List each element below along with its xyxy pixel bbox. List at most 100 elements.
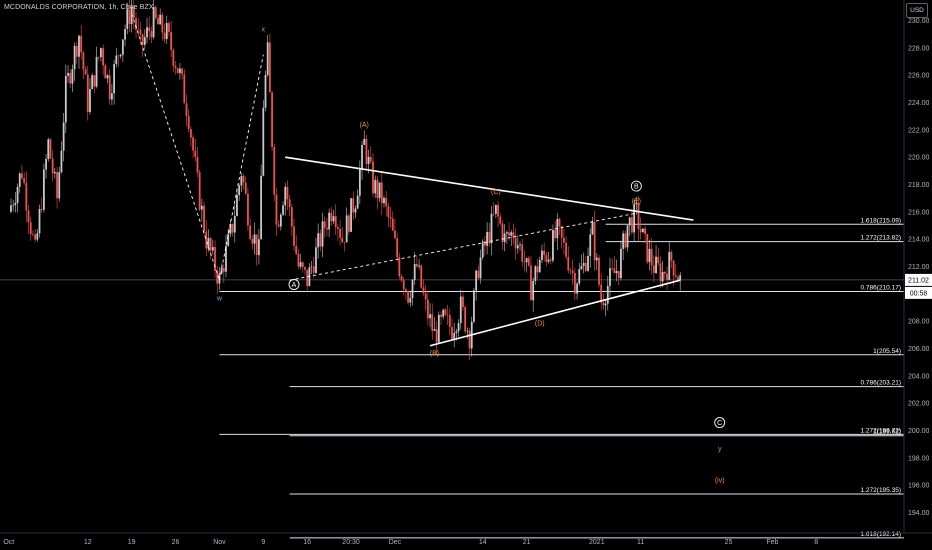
candle-body: [462, 296, 464, 308]
candle-body: [422, 287, 425, 294]
candle-body: [560, 226, 563, 238]
candle-body: [510, 232, 513, 236]
candle-body: [249, 225, 252, 240]
time-tick-label: 2021: [589, 539, 605, 546]
candle-body: [481, 241, 484, 258]
candle-body: [339, 228, 341, 238]
candle-body: [670, 251, 673, 261]
candle-body: [21, 173, 23, 179]
candle-body: [139, 29, 142, 35]
candle-body: [380, 182, 383, 204]
candle-body: [321, 221, 324, 247]
wave-label: (iv): [715, 477, 725, 484]
price-axis[interactable]: 194.00 196.00 198.00 200.00 202.00 204.00 206.…: [908, 18, 930, 517]
candle-body: [486, 231, 489, 246]
candle-body: [545, 255, 548, 262]
candle-body: [64, 76, 67, 123]
candle-body: [435, 329, 438, 343]
candle-body: [639, 229, 642, 233]
price-tick-label: 206.00: [908, 346, 930, 353]
candle-body: [413, 264, 416, 280]
candle-body: [161, 14, 164, 33]
candle-body: [262, 107, 265, 176]
wave-label: C: [717, 420, 722, 427]
candle-body: [93, 75, 96, 87]
candle-body: [356, 195, 359, 209]
candle-body: [451, 327, 453, 340]
candle-body: [584, 262, 587, 271]
candle-body: [25, 182, 28, 211]
candle-body: [448, 315, 451, 328]
candle-body: [385, 197, 388, 207]
candle-body: [203, 205, 205, 232]
candle-body: [361, 144, 363, 170]
wave-label: B: [634, 184, 639, 191]
candle-body: [304, 267, 306, 270]
countdown-value: 00:58: [910, 290, 928, 297]
candle-body: [135, 18, 137, 30]
candle-body: [214, 247, 216, 271]
candle-body: [521, 244, 524, 262]
candle-body: [200, 205, 203, 210]
candle-body: [501, 223, 504, 243]
candle-body: [523, 261, 526, 263]
candle-body: [600, 284, 603, 303]
candle-body: [150, 31, 153, 38]
currency-button[interactable]: USD: [906, 3, 928, 18]
candle-body: [565, 242, 567, 257]
candle-body: [247, 193, 249, 226]
wave-label-circle: [288, 279, 300, 290]
candle-body: [97, 57, 100, 58]
time-tick-label: 26: [172, 539, 180, 546]
fib-level-label: 1.618(215.09): [861, 217, 901, 224]
time-axis[interactable]: Oct 12 19 26 Nov 9 16 20:30 Dec 14 21 2021 11 25 Feb 8: [3, 539, 818, 546]
wave-labels-layer: w x A (A) (B) (C) (D) (E) B Cy (iv): [216, 26, 726, 484]
time-tick-label: 12: [84, 539, 92, 546]
candle-body: [266, 42, 269, 76]
candle-body: [396, 238, 399, 258]
candle-body: [411, 279, 414, 299]
candle-body: [75, 45, 78, 57]
candle-body: [172, 50, 175, 67]
candle-body: [53, 172, 56, 174]
candle-body: [332, 216, 335, 222]
candle-body: [402, 280, 405, 290]
candle-body: [157, 17, 159, 25]
candle-body: [549, 259, 552, 261]
candle-body: [233, 216, 236, 233]
countdown-badge: [905, 286, 932, 299]
candle-body: [82, 52, 85, 70]
candle-body: [492, 213, 495, 215]
wave-label: (C): [491, 189, 501, 196]
time-tick-label: 16: [303, 539, 311, 546]
candle-body: [394, 230, 396, 239]
candle-body: [617, 271, 620, 279]
candle-body: [604, 303, 607, 306]
candle-body: [547, 259, 550, 262]
candle-body: [400, 276, 403, 281]
candle-body: [641, 228, 644, 233]
candle-body: [589, 234, 592, 257]
candle-body: [104, 65, 107, 79]
candle-body: [512, 232, 515, 239]
candle-body: [115, 55, 118, 65]
candle-body: [652, 265, 655, 274]
candle-body: [124, 28, 126, 40]
candle-body: [106, 75, 109, 79]
fib-levels-layer: 1.618(215.09) 1.272(213.82) 0.786(210.17) 1…: [0, 217, 904, 539]
candle-body: [216, 270, 219, 284]
candle-body: [187, 116, 190, 130]
candle-body: [650, 248, 653, 266]
candle-body: [207, 238, 210, 249]
candle-body: [587, 256, 589, 271]
candle-body: [418, 265, 420, 267]
candle-body: [286, 186, 289, 200]
candle-body: [578, 269, 581, 284]
candle-body: [67, 72, 69, 77]
candle-body: [341, 237, 344, 242]
candle-body: [405, 289, 407, 292]
candle-body: [420, 265, 423, 288]
candle-body: [569, 270, 572, 272]
candle-body: [143, 37, 146, 45]
